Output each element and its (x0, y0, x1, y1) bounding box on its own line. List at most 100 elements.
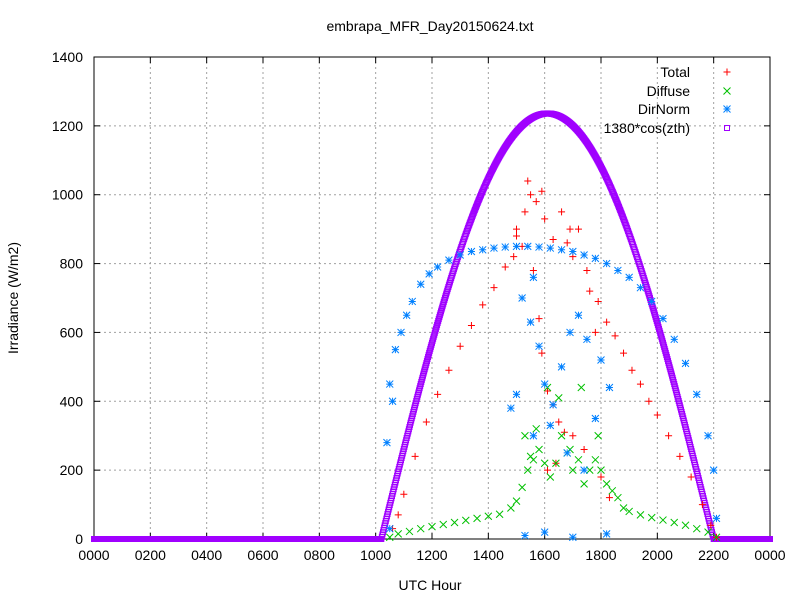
diffuse-point (552, 459, 560, 468)
cos-zth-point (656, 325, 663, 332)
diffuse-point (681, 521, 690, 530)
diffuse-point (554, 393, 563, 402)
dirnorm-point (625, 273, 634, 282)
cos-zth-point (767, 536, 773, 542)
diffuse-point (574, 455, 583, 464)
diffuse-point (580, 480, 588, 488)
grid-lines (94, 57, 770, 539)
total-point (628, 366, 636, 374)
total-point (586, 287, 594, 295)
cos-zth-point (651, 310, 658, 317)
cos-zth-point (652, 312, 659, 319)
diffuse-point (625, 507, 634, 516)
diffuse-point (568, 466, 577, 474)
diffuse-point (659, 516, 667, 524)
cos-zth-point (438, 306, 445, 313)
dirnorm-point (501, 243, 510, 251)
y-tick-label: 1200 (52, 118, 83, 134)
x-tick-label: 1600 (529, 547, 560, 563)
total-point (479, 301, 487, 309)
dirnorm-point (574, 311, 583, 320)
dirnorm-point (529, 431, 538, 440)
total-point (549, 235, 557, 243)
total-point (422, 418, 430, 426)
cos-zth-point (436, 312, 443, 319)
total-point (434, 390, 442, 398)
diffuse-point (540, 459, 549, 468)
dirnorm-point (568, 247, 577, 256)
dirnorm-point (568, 533, 577, 542)
dirnorm-point (385, 380, 394, 388)
cos-zth-point (440, 300, 447, 307)
dirnorm-point (467, 247, 476, 256)
total-point (513, 232, 520, 240)
total-point (569, 432, 577, 440)
series-dirnorm (383, 242, 721, 542)
cos-zth-point (467, 218, 474, 225)
total-point (566, 225, 574, 233)
x-tick-label: 0600 (247, 547, 278, 563)
cos-zth-point (657, 329, 664, 336)
total-point (467, 322, 475, 330)
dirnorm-point (549, 400, 557, 409)
diffuse-point (518, 483, 526, 492)
diffuse-point (526, 452, 535, 461)
total-point (558, 208, 566, 216)
cos-zth-point (431, 329, 438, 336)
x-tick-label: 2000 (642, 547, 673, 563)
total-point (603, 318, 611, 326)
diffuse-point (521, 431, 529, 440)
dirnorm-point (614, 266, 622, 275)
total-point (529, 266, 537, 274)
cos-zth-point (442, 293, 449, 300)
dirnorm-point (709, 466, 718, 474)
cos-zth-point (430, 335, 437, 342)
cos-zth-point (431, 331, 438, 338)
dirnorm-point (383, 438, 391, 447)
cos-zth-point (432, 327, 439, 334)
total-point (665, 432, 673, 440)
x-axis-label: UTC Hour (398, 577, 461, 593)
cos-zth-point (441, 297, 448, 304)
x-tick-label: 0800 (304, 547, 335, 563)
diffuse-point (385, 533, 394, 542)
dirnorm-point (546, 244, 555, 252)
cos-zth-point (643, 284, 650, 291)
x-tick-label: 0000 (78, 547, 109, 563)
cos-zth-point (647, 295, 654, 302)
dirnorm-point (557, 245, 566, 254)
cos-zth-point (433, 323, 440, 330)
dirnorm-point (490, 244, 498, 252)
diffuse-point (577, 383, 586, 392)
dirnorm-point (692, 390, 701, 399)
total-point (538, 187, 546, 195)
cos-zth-point (436, 314, 443, 321)
total-point (538, 349, 546, 357)
legend-label-diffuse: Diffuse (647, 83, 691, 99)
total-point (620, 349, 628, 357)
cos-zth-point (654, 321, 661, 328)
cos-zth-point (658, 333, 665, 340)
diffuse-point (535, 445, 543, 454)
legend-markers (723, 68, 731, 131)
cos-zth-point (432, 325, 439, 332)
x-tick-label: 0400 (191, 547, 222, 563)
dirnorm-point (445, 256, 453, 264)
dirnorm-point (402, 311, 411, 320)
diffuse-point (712, 533, 721, 542)
cos-zth-point (644, 287, 651, 294)
dirnorm-point (602, 259, 611, 268)
x-tick-label: 0200 (135, 547, 166, 563)
dirnorm-point (433, 263, 442, 271)
cos-zth-point (645, 289, 652, 296)
dirnorm-point (425, 270, 434, 278)
y-tick-label: 1000 (52, 187, 83, 203)
dirnorm-point (535, 342, 543, 351)
diffuse-point (647, 513, 656, 522)
diffuse-point (670, 518, 679, 527)
cos-zth-point (645, 291, 652, 298)
legend-marker-dirnorm (723, 105, 731, 113)
cos-zth-point (655, 323, 662, 330)
total-point (591, 328, 599, 336)
dirnorm-point (518, 294, 526, 302)
